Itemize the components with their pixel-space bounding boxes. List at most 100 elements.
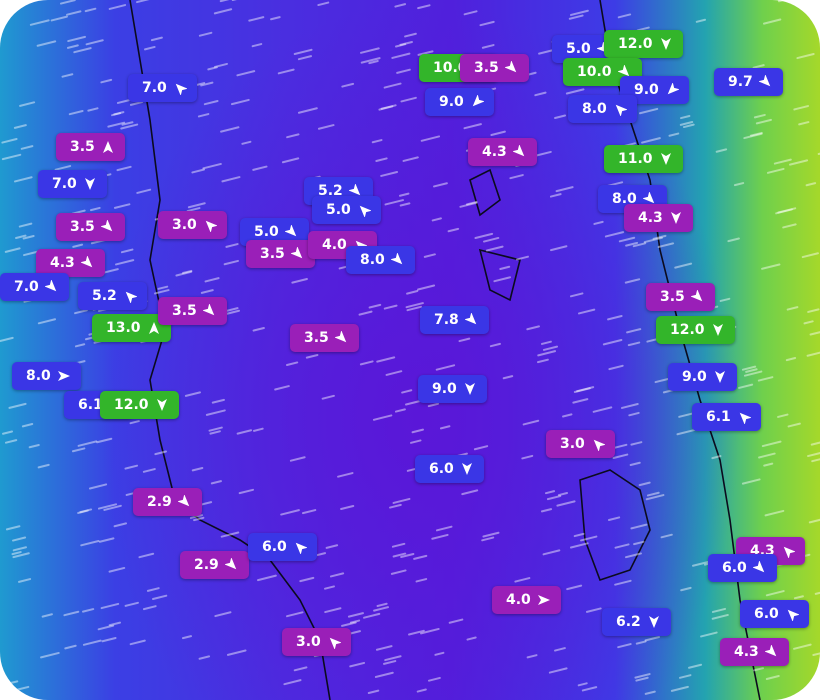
wind-marker[interactable]: 4.3 (624, 204, 693, 232)
wind-streak (87, 107, 99, 112)
wind-marker[interactable]: 7.0 (0, 273, 69, 301)
wind-marker[interactable]: 3.5 (56, 133, 125, 161)
wind-streak (108, 566, 126, 573)
wind-streak (187, 202, 206, 209)
wind-streak (61, 73, 74, 78)
wind-streak (569, 292, 584, 298)
wind-streak (404, 32, 417, 38)
wind-streak (554, 114, 567, 120)
wind-marker[interactable]: 3.5 (56, 213, 125, 241)
wind-marker[interactable]: 2.9 (180, 551, 249, 579)
wind-direction (690, 290, 703, 302)
wind-streak (191, 168, 206, 174)
wind-marker[interactable]: 6.0 (415, 455, 484, 483)
wind-streak (5, 525, 21, 531)
wind-streak (809, 331, 820, 336)
wind-speed: 4.3 (734, 644, 759, 660)
wind-marker[interactable]: 9.0 (668, 363, 737, 391)
wind-speed: 12.0 (670, 322, 705, 338)
wind-marker[interactable]: 2.9 (133, 488, 202, 516)
wind-streak (373, 606, 390, 612)
wind-streak (77, 440, 98, 447)
wind-marker[interactable]: 5.0 (312, 196, 381, 224)
wind-streak (565, 88, 585, 95)
wind-marker[interactable]: 9.0 (425, 88, 494, 116)
wind-speed: 6.0 (754, 606, 779, 622)
wind-streak (777, 207, 797, 214)
wind-streak (765, 590, 785, 597)
wind-marker[interactable]: 12.0 (100, 391, 179, 419)
wind-streak (811, 458, 820, 463)
wind-marker[interactable]: 3.5 (158, 297, 227, 325)
wind-marker[interactable]: 3.5 (246, 240, 315, 268)
wind-streak (807, 452, 820, 458)
wind-marker[interactable]: 4.3 (720, 638, 789, 666)
wind-streak (214, 611, 232, 618)
wind-direction (125, 291, 137, 303)
wind-streak (413, 554, 428, 560)
wind-streak (636, 26, 650, 32)
wind-streak (576, 386, 595, 393)
wind-marker[interactable]: 7.0 (38, 170, 107, 198)
wind-marker[interactable]: 12.0 (604, 30, 683, 58)
wind-marker[interactable]: 3.0 (282, 628, 351, 656)
wind-marker[interactable]: 3.0 (546, 430, 615, 458)
wind-direction (205, 220, 217, 232)
wind-speed: 4.3 (482, 144, 507, 160)
wind-marker[interactable]: 6.2 (602, 608, 671, 636)
wind-streak (416, 688, 427, 693)
wind-streak (604, 231, 625, 238)
wind-streak (340, 504, 355, 511)
wind-marker[interactable]: 9.0 (418, 375, 487, 403)
wind-streak (431, 217, 442, 222)
wind-marker[interactable]: 3.5 (646, 283, 715, 311)
wind-marker[interactable]: 6.0 (740, 600, 809, 628)
wind-marker[interactable]: 4.0 (492, 586, 561, 614)
wind-marker[interactable]: 12.0 (656, 316, 735, 344)
wind-streak (157, 285, 169, 290)
wind-direction (712, 324, 723, 336)
wind-marker[interactable]: 7.8 (420, 306, 489, 334)
wind-streak (515, 255, 529, 261)
wind-marker[interactable]: 8.0 (568, 95, 637, 123)
wind-streak (80, 540, 100, 547)
wind-marker[interactable]: 11.0 (604, 145, 683, 173)
wind-streak (400, 552, 415, 559)
wind-streak (73, 47, 92, 54)
wind-streak (181, 635, 193, 640)
wind-streak (186, 207, 201, 213)
wind-streak (593, 220, 604, 225)
wind-streak (431, 533, 449, 540)
wind-marker[interactable]: 4.3 (468, 138, 537, 166)
wind-streak (198, 655, 211, 660)
wind-marker[interactable]: 6.0 (248, 533, 317, 561)
wind-marker[interactable]: 8.0 (12, 362, 81, 390)
wind-streak (8, 402, 27, 409)
wind-marker[interactable]: 8.0 (346, 246, 415, 274)
wind-streak (627, 341, 641, 347)
wind-streak (72, 243, 84, 248)
wind-marker[interactable]: 4.3 (36, 249, 105, 277)
wind-streak (540, 340, 552, 345)
wind-marker[interactable]: 3.0 (158, 211, 227, 239)
wind-streak (676, 428, 696, 436)
wind-speed: 12.0 (618, 36, 653, 52)
wind-streak (103, 504, 122, 511)
wind-speed: 3.5 (70, 139, 95, 155)
wind-marker[interactable]: 3.5 (290, 324, 359, 352)
wind-streak (74, 309, 88, 315)
wind-streak (13, 176, 33, 183)
wind-marker[interactable]: 5.2 (78, 282, 147, 310)
wind-marker[interactable]: 6.1 (692, 403, 761, 431)
wind-marker[interactable]: 3.5 (460, 54, 529, 82)
wind-marker[interactable]: 7.0 (128, 74, 197, 102)
wind-marker[interactable]: 9.7 (714, 68, 783, 96)
wind-marker[interactable]: 13.0 (92, 314, 171, 342)
wind-marker[interactable]: 6.0 (708, 554, 777, 582)
wind-streak (41, 613, 53, 618)
wind-streak (384, 655, 402, 662)
wind-streak (67, 35, 87, 43)
wind-streak (652, 234, 667, 240)
wind-streak (341, 621, 357, 627)
wind-marker[interactable]: 10.0 (563, 58, 642, 86)
